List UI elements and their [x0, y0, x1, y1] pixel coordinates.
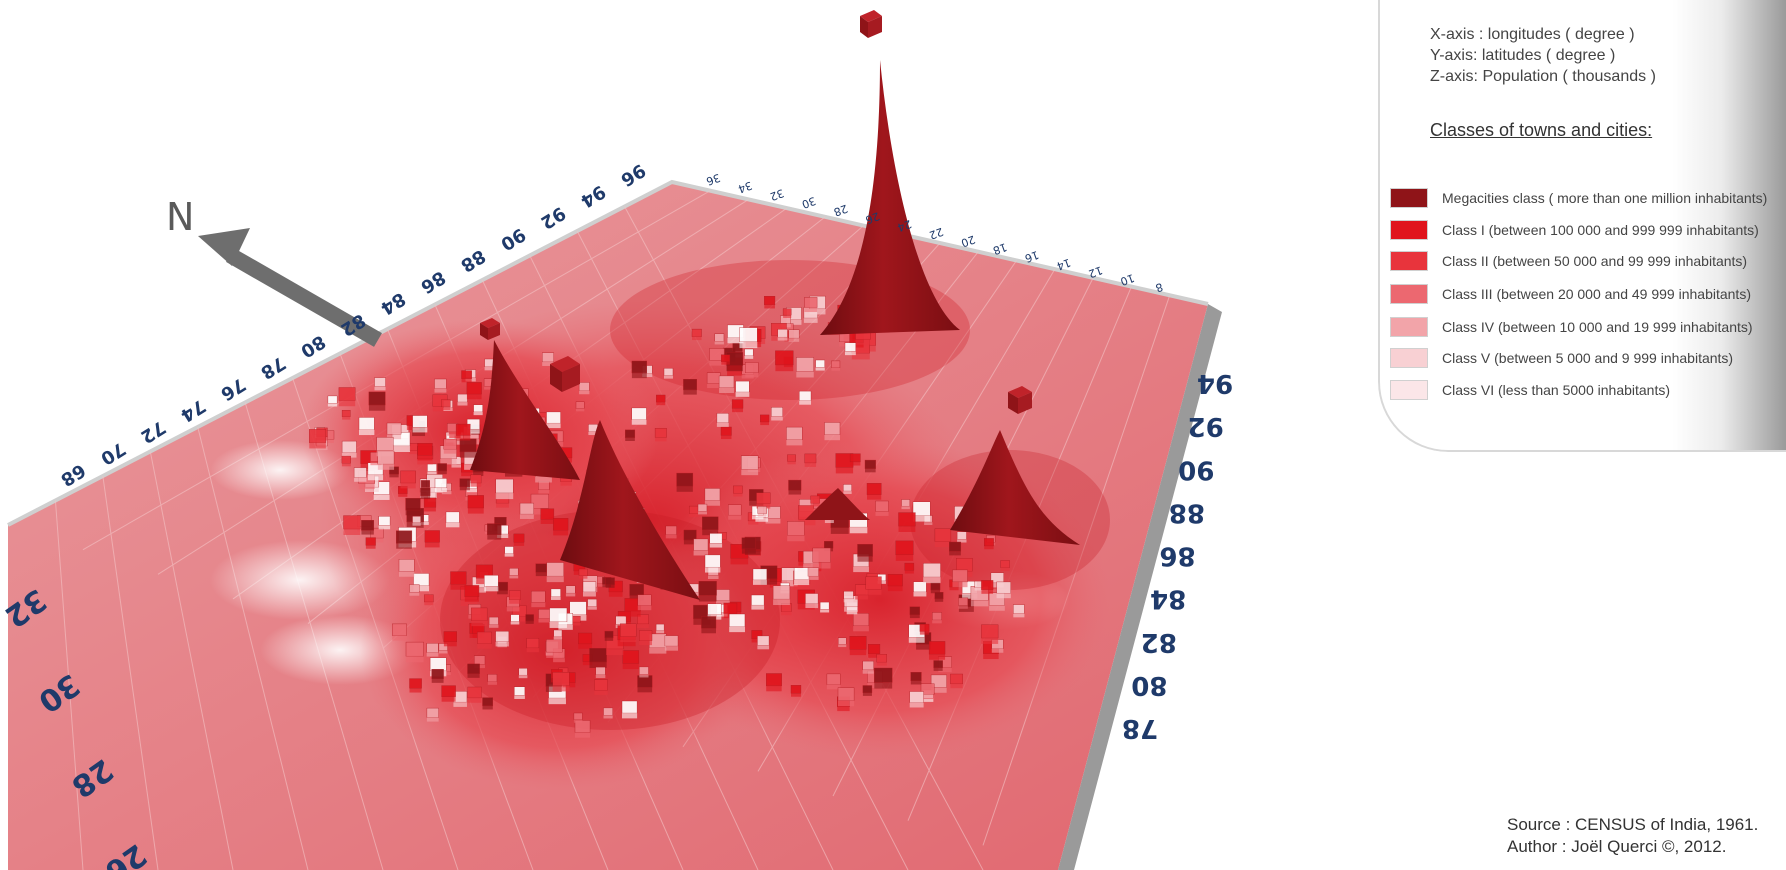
author-text: Author : Joël Querci ©, 2012.	[1507, 837, 1727, 856]
axis-tick-label: 84	[1150, 584, 1186, 614]
z-axis-description: Z-axis: Population ( thousands )	[1430, 68, 1656, 85]
axis-tick-label: 36	[704, 171, 722, 188]
axis-tick-label: 90	[497, 223, 529, 254]
axis-tick-label: 90	[1178, 454, 1214, 484]
source-text: Source : CENSUS of India, 1961.	[1507, 815, 1759, 834]
axis-tick-label: 84	[377, 288, 409, 319]
floating-cubes	[480, 10, 1032, 414]
axis-tick-label: 80	[1131, 670, 1167, 700]
legend-item-megacities: Megacities class ( more than one million…	[1390, 186, 1786, 210]
axis-tick-label: 22	[927, 225, 945, 242]
axis-tick-label: 96	[617, 159, 649, 190]
axis-tick-label: 92	[1188, 411, 1224, 441]
legend-item-class-6: Class VI (less than 5000 inhabitants)	[1390, 378, 1786, 402]
legend-title: Classes of towns and cities:	[1430, 120, 1653, 140]
axis-tick-label: 78	[1122, 713, 1158, 743]
legend-swatch	[1390, 220, 1428, 240]
legend-swatch	[1390, 188, 1428, 208]
axis-tick-label: 24	[896, 217, 914, 234]
credits: Source : CENSUS of India, 1961. Author :…	[1507, 814, 1758, 858]
legend-item-class-3: Class III (between 20 000 and 49 999 inh…	[1390, 282, 1786, 306]
back-axis-ticks: 8 10 12 14 16 18 20 22 24 26 28 30 32 34 36	[704, 171, 1164, 295]
axis-tick-label: 80	[297, 331, 329, 362]
axis-tick-label: 10	[1119, 271, 1137, 288]
y-axis-description: Y-axis: latitudes ( degree )	[1430, 47, 1616, 64]
axis-tick-label: 94	[577, 181, 609, 212]
axis-tick-label: 88	[457, 245, 489, 276]
axis-tick-label: 8	[1154, 280, 1165, 295]
axis-tick-label: 14	[1055, 256, 1073, 273]
legend-item-class-4: Class IV (between 10 000 and 19 999 inha…	[1390, 315, 1786, 339]
axis-tick-label: 26	[864, 209, 882, 226]
legend-item-class-2: Class II (between 50 000 and 99 999 inha…	[1390, 249, 1786, 273]
legend-item-label: Class VI (less than 5000 inhabitants)	[1442, 382, 1671, 398]
city-density-area	[300, 260, 1110, 790]
legend-item-label: Class III (between 20 000 and 49 999 inh…	[1442, 286, 1751, 302]
axis-tick-label: 94	[1197, 368, 1233, 398]
axis-tick-label: 88	[1169, 497, 1205, 527]
axis-tick-label: 34	[736, 179, 754, 196]
megacity-peaks	[470, 60, 1080, 600]
city-blocks	[309, 295, 1025, 738]
axis-tick-label: 86	[417, 266, 449, 297]
axis-tick-label: 28	[832, 202, 850, 219]
axis-tick-label: 20	[959, 233, 977, 250]
axis-tick-label: 82	[1141, 627, 1177, 657]
legend-item-class-1: Class I (between 100 000 and 999 999 inh…	[1390, 218, 1786, 242]
legend-swatch	[1390, 348, 1428, 368]
legend-item-label: Class I (between 100 000 and 999 999 inh…	[1442, 222, 1759, 238]
legend-panel: X-axis : longitudes ( degree ) Y-axis: l…	[1378, 0, 1786, 452]
legend-item-label: Megacities class ( more than one million…	[1442, 190, 1768, 206]
legend-swatch	[1390, 284, 1428, 304]
legend-item-label: Class V (between 5 000 and 9 999 inhabit…	[1442, 350, 1734, 366]
axis-tick-label: 78	[257, 352, 289, 383]
axis-tick-label: 76	[217, 373, 249, 404]
axis-tick-label: 92	[537, 202, 569, 233]
legend-item-class-5: Class V (between 5 000 and 9 999 inhabit…	[1390, 346, 1786, 370]
legend-item-label: Class II (between 50 000 and 99 999 inha…	[1442, 253, 1748, 269]
legend-swatch	[1390, 380, 1428, 400]
x-axis-description: X-axis : longitudes ( degree )	[1430, 26, 1635, 43]
axis-tick-label: 74	[177, 395, 209, 426]
latitude-axis-ticks: 78 80 82 84 86 88 90 92 94	[1122, 368, 1233, 743]
axis-tick-label: 32	[768, 186, 786, 203]
axis-tick-label: 30	[800, 194, 818, 211]
axis-tick-label: 16	[1023, 248, 1041, 265]
axis-tick-label: 86	[1159, 541, 1195, 571]
legend-swatch	[1390, 317, 1428, 337]
legend-item-label: Class IV (between 10 000 and 19 999 inha…	[1442, 319, 1753, 335]
legend-swatch	[1390, 251, 1428, 271]
north-arrow: N	[166, 195, 382, 347]
north-label: N	[166, 195, 194, 239]
axis-tick-label: 18	[991, 240, 1009, 257]
axis-tick-label: 12	[1087, 263, 1105, 280]
